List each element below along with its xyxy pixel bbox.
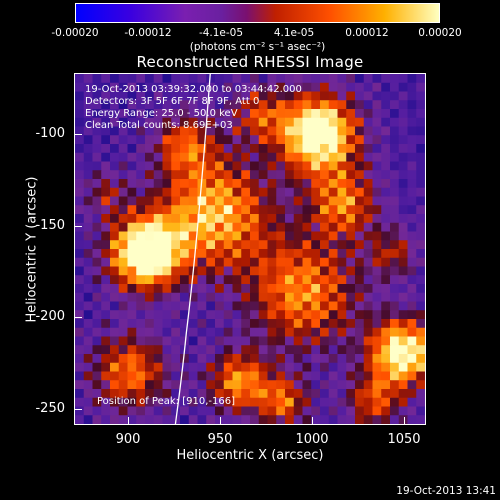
- y-tick-label: -100: [35, 126, 65, 141]
- x-tick-label: 950: [207, 432, 233, 447]
- solar-limb-line: [174, 74, 211, 424]
- y-axis-label: Heliocentric Y (arcsec): [24, 176, 40, 323]
- image-title: Reconstructed RHESSI Image: [136, 53, 364, 71]
- detectors-text: Detectors: 3F 5F 6F 7F 8F 9F, Att 0: [85, 96, 260, 107]
- y-tick-label: -250: [35, 401, 65, 416]
- clean-counts-text: Clean Total counts: 8.69E+03: [85, 120, 233, 131]
- colorbar-tick-label: -0.00020: [51, 27, 99, 39]
- colorbar: -0.00020 -0.00012 -4.1e-05 4.1e-05 0.000…: [51, 3, 462, 53]
- x-tick-mark: [312, 417, 313, 425]
- x-tick-mark: [404, 417, 405, 425]
- y-tick-mark: [74, 409, 82, 410]
- render-timestamp: 19-Oct-2013 13:41: [396, 485, 496, 497]
- colorbar-tick-label: -4.1e-05: [198, 27, 244, 39]
- colorbar-units: (photons cm⁻² s⁻¹ asec⁻²): [189, 41, 326, 53]
- x-tick-mark: [128, 417, 129, 425]
- peak-position-text: Position of Peak: [910,-166]: [97, 396, 235, 407]
- y-tick-label: -200: [35, 309, 65, 324]
- x-tick-mark: [220, 417, 221, 425]
- x-tick-label: 900: [115, 432, 141, 447]
- colorbar-tick-label: 4.1e-05: [273, 27, 315, 39]
- x-axis-label: Heliocentric X (arcsec): [176, 448, 324, 463]
- y-tick-mark: [74, 317, 82, 318]
- energy-range-text: Energy Range: 25.0 - 50.0 keV: [85, 108, 238, 119]
- x-tick-label: 1000: [295, 432, 329, 447]
- colorbar-tick-label: 0.00020: [418, 27, 462, 39]
- x-tick-label: 1050: [387, 432, 421, 447]
- xray-heatmap: [75, 74, 425, 424]
- y-tick-label: -150: [35, 218, 65, 233]
- colorbar-gradient: [75, 3, 440, 23]
- time-range-text: 19-Oct-2013 03:39:32.000 to 03:44:42.000: [85, 84, 302, 95]
- y-tick-mark: [74, 226, 82, 227]
- colorbar-tick-label: -0.00012: [124, 27, 172, 39]
- y-tick-mark: [74, 134, 82, 135]
- colorbar-tick-label: 0.00012: [345, 27, 389, 39]
- solar-image-plot: 19-Oct-2013 03:39:32.000 to 03:44:42.000…: [74, 73, 426, 425]
